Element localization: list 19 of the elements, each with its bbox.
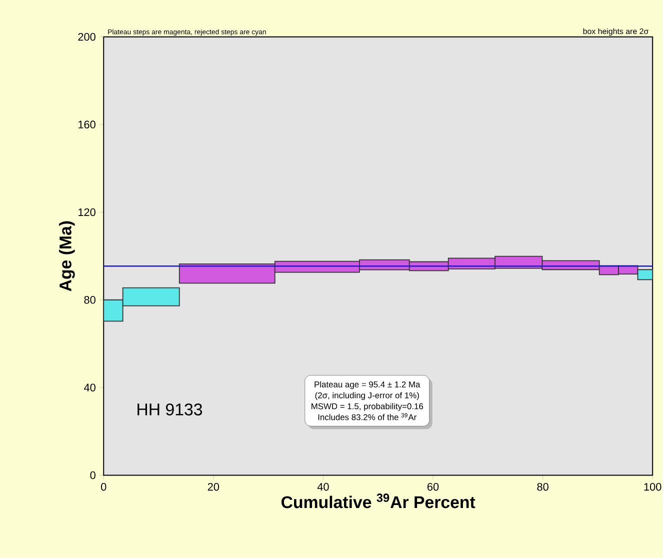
annotation: (2σ, including J-error of 1%) [315,392,419,400]
x-tick-label: 0 [101,483,106,491]
y-tick-label: 80 [84,296,96,304]
annotation: MSWD = 1.5, probability=0.16 [312,403,424,411]
x-axis-title: Cumulative $^{39}$Ar Percent [281,494,476,508]
annotation: HH 9133 [138,404,202,416]
y-tick-label: 40 [84,384,96,392]
y-tick-label: 0 [90,471,96,480]
annotation: Plateau age = 95.4 ± 1.2 Ma [314,381,420,390]
x-tick-label: 60 [427,483,439,491]
x-tick-label: 20 [208,483,220,491]
y-tick-label: 200 [78,33,96,41]
x-tick-label: 40 [317,483,329,491]
y-tick-label: 160 [78,120,96,128]
y-tick-label: 120 [78,208,96,216]
annotation: Includes 83.2% of the $^{39}$Ar [318,413,416,420]
y-axis-title: Age (Ma) [59,221,75,292]
x-tick-label: 80 [537,483,548,491]
x-tick-label: 100 [644,483,662,491]
